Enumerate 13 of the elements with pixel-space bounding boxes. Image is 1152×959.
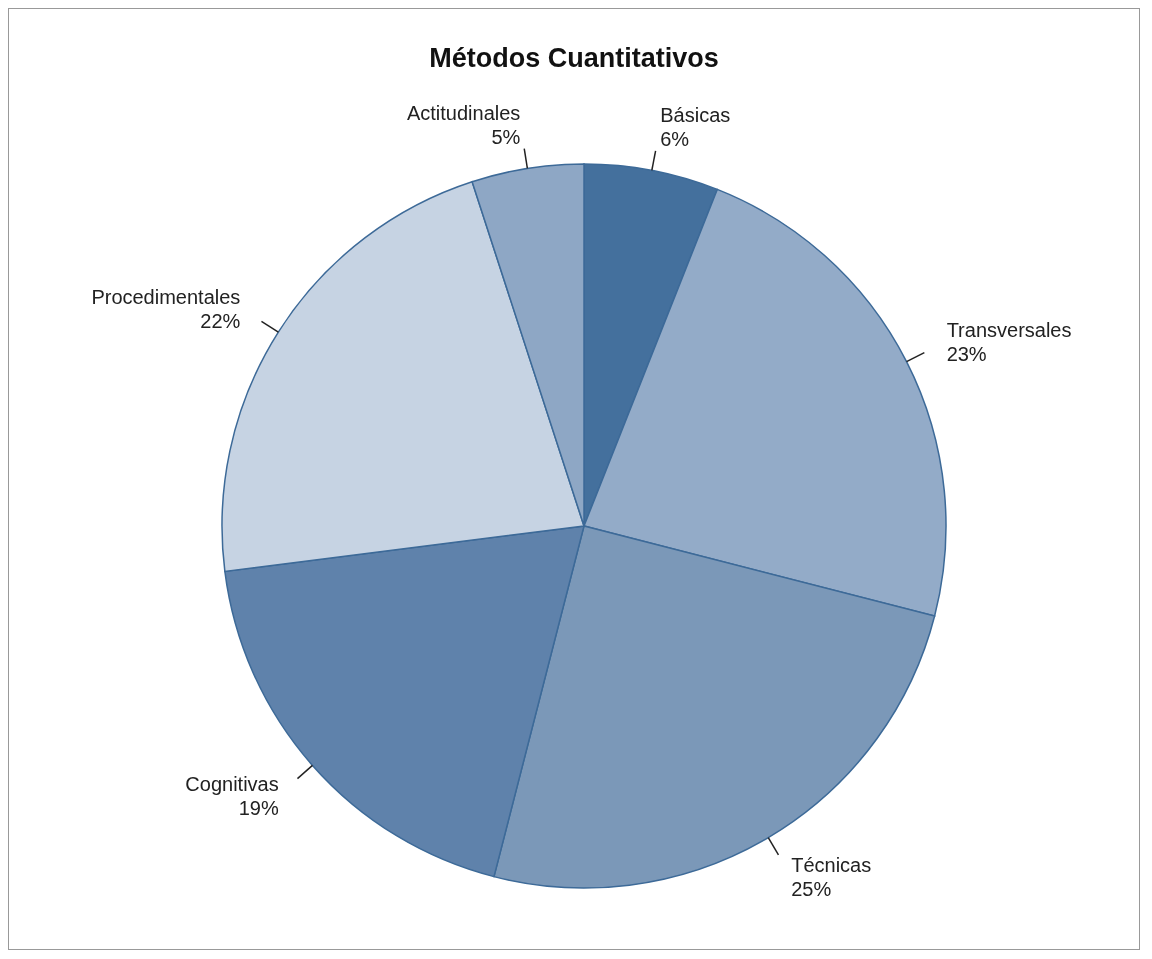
- data-label: 19%: [238, 797, 279, 820]
- data-label: 25%: [791, 878, 832, 901]
- data-label: 23%: [946, 343, 987, 366]
- slice-label: Cognitivas: [185, 773, 279, 796]
- slice-label: Procedimentales: [91, 285, 241, 308]
- slice-label: Actitudinales: [406, 102, 521, 125]
- data-label: 6%: [660, 128, 690, 151]
- data-label: 5%: [491, 126, 521, 149]
- data-label: 22%: [200, 309, 241, 332]
- slice-label: Transversales: [946, 319, 1072, 342]
- slice-label: Básicas: [660, 104, 731, 127]
- slice-label: Técnicas: [791, 854, 872, 877]
- chart-title: Métodos Cuantitativos: [429, 43, 719, 73]
